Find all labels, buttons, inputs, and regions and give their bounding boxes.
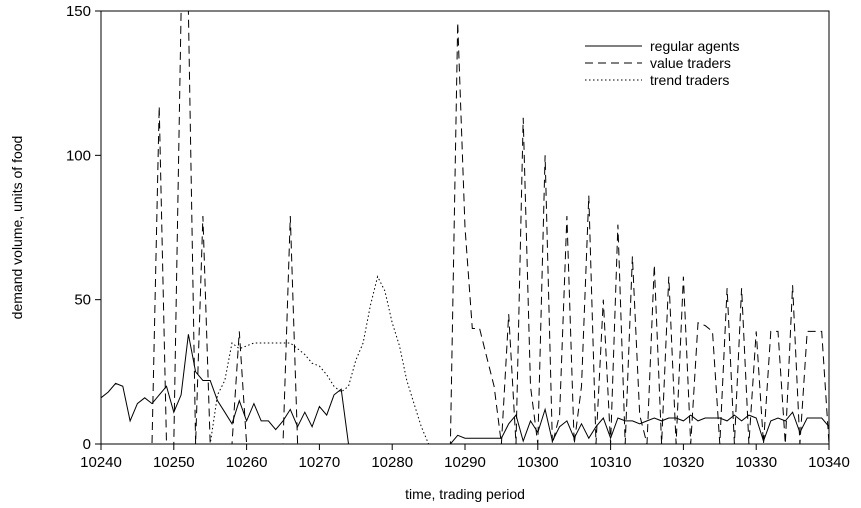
y-axis: 0 50 100 150 [66,3,101,453]
x-tick-label: 10250 [153,454,195,471]
legend-label: regular agents [650,38,740,54]
x-tick-label: 10240 [80,454,122,471]
series-line-2 [101,275,829,444]
y-tick-label: 0 [83,436,91,453]
series-line-0 [101,334,829,444]
x-tick-label: 10270 [299,454,341,471]
y-tick-label: 100 [66,147,91,164]
x-tick-label: 10320 [663,454,705,471]
y-tick-label: 150 [66,3,91,20]
series-line-1 [101,11,829,444]
x-axis-label: time, trading period [405,486,525,502]
x-tick-label: 10340 [808,454,850,471]
x-axis: 10240 10250 10260 10270 10280 10290 10300 10310… [80,444,850,471]
legend-label: value traders [650,55,731,71]
y-tick-label: 50 [74,292,91,309]
legend-label: trend traders [650,72,729,88]
x-tick-label: 10310 [590,454,632,471]
x-tick-label: 10300 [517,454,559,471]
y-axis-label: demand volume, units of food [9,136,25,320]
x-tick-label: 10260 [226,454,268,471]
series-layer [101,11,829,444]
x-tick-label: 10290 [444,454,486,471]
x-tick-label: 10280 [371,454,413,471]
x-tick-label: 10330 [735,454,777,471]
